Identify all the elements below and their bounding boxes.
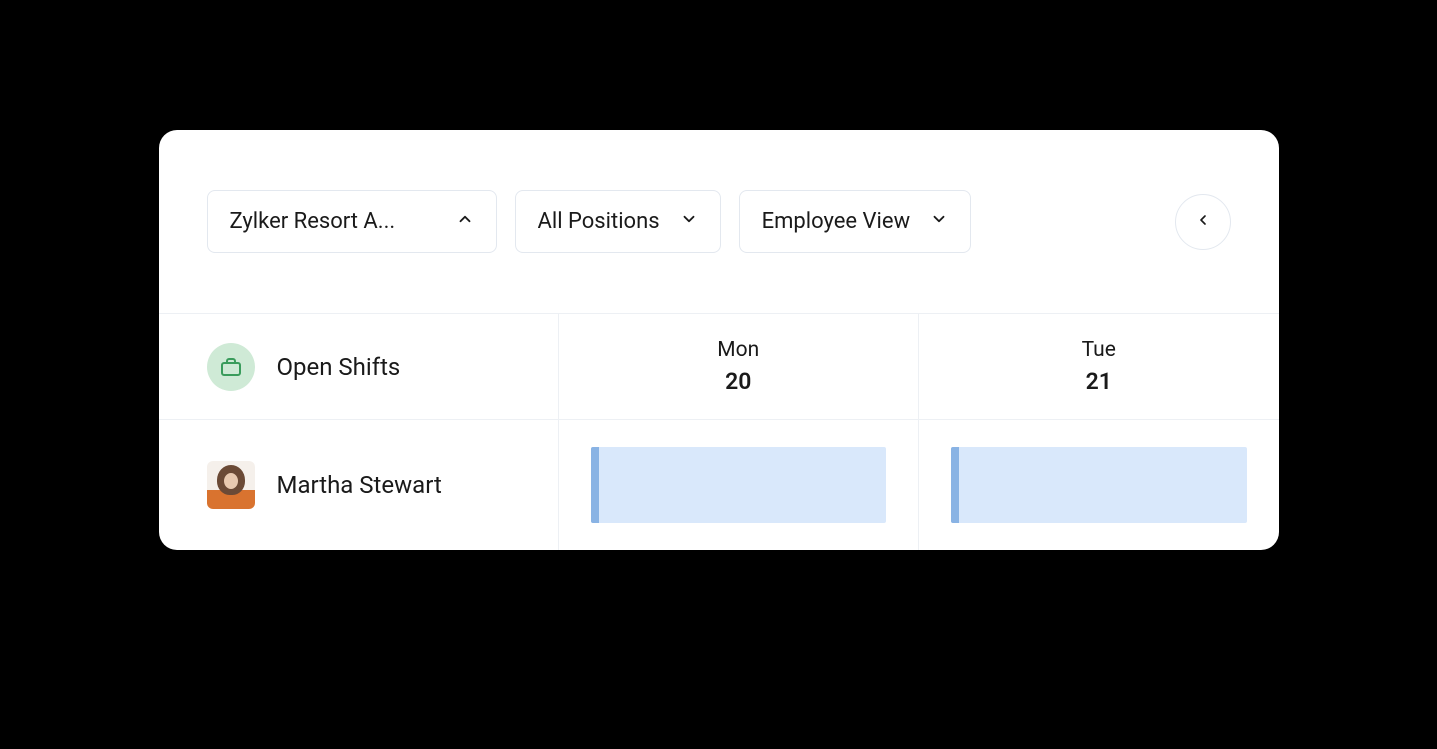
briefcase-icon [207,343,255,391]
open-shifts-label: Open Shifts [277,353,401,381]
location-dropdown-label: Zylker Resort A... [230,209,436,234]
view-dropdown-label: Employee View [762,209,911,234]
schedule-table: Open Shifts Mon 20 Tue 21 Martha Stewart [159,313,1279,550]
day-header-tue: Tue 21 [919,314,1279,419]
avatar [207,461,255,509]
positions-dropdown-label: All Positions [538,209,660,234]
positions-dropdown[interactable]: All Positions [515,190,721,253]
open-shifts-cell: Open Shifts [159,314,559,419]
employee-name: Martha Stewart [277,471,442,499]
day-header-mon: Mon 20 [559,314,920,419]
schedule-header-row: Open Shifts Mon 20 Tue 21 [159,313,1279,420]
shift-block [951,447,1247,523]
toolbar: Zylker Resort A... All Positions Employe… [159,130,1279,313]
schedule-card: Zylker Resort A... All Positions Employe… [159,130,1279,550]
chevron-down-icon [680,209,698,234]
chevron-up-icon [456,209,474,234]
employee-row: Martha Stewart [159,420,1279,550]
shift-cell-mon[interactable] [559,420,920,550]
shift-block [591,447,887,523]
chevron-down-icon [930,209,948,234]
day-number: 20 [725,368,751,395]
chevron-left-icon [1195,212,1211,232]
employee-cell: Martha Stewart [159,420,559,550]
day-number: 21 [1086,368,1112,395]
shift-cell-tue[interactable] [919,420,1279,550]
prev-button[interactable] [1175,194,1231,250]
location-dropdown[interactable]: Zylker Resort A... [207,190,497,253]
view-dropdown[interactable]: Employee View [739,190,972,253]
day-name: Tue [1082,338,1116,362]
day-name: Mon [717,338,759,362]
